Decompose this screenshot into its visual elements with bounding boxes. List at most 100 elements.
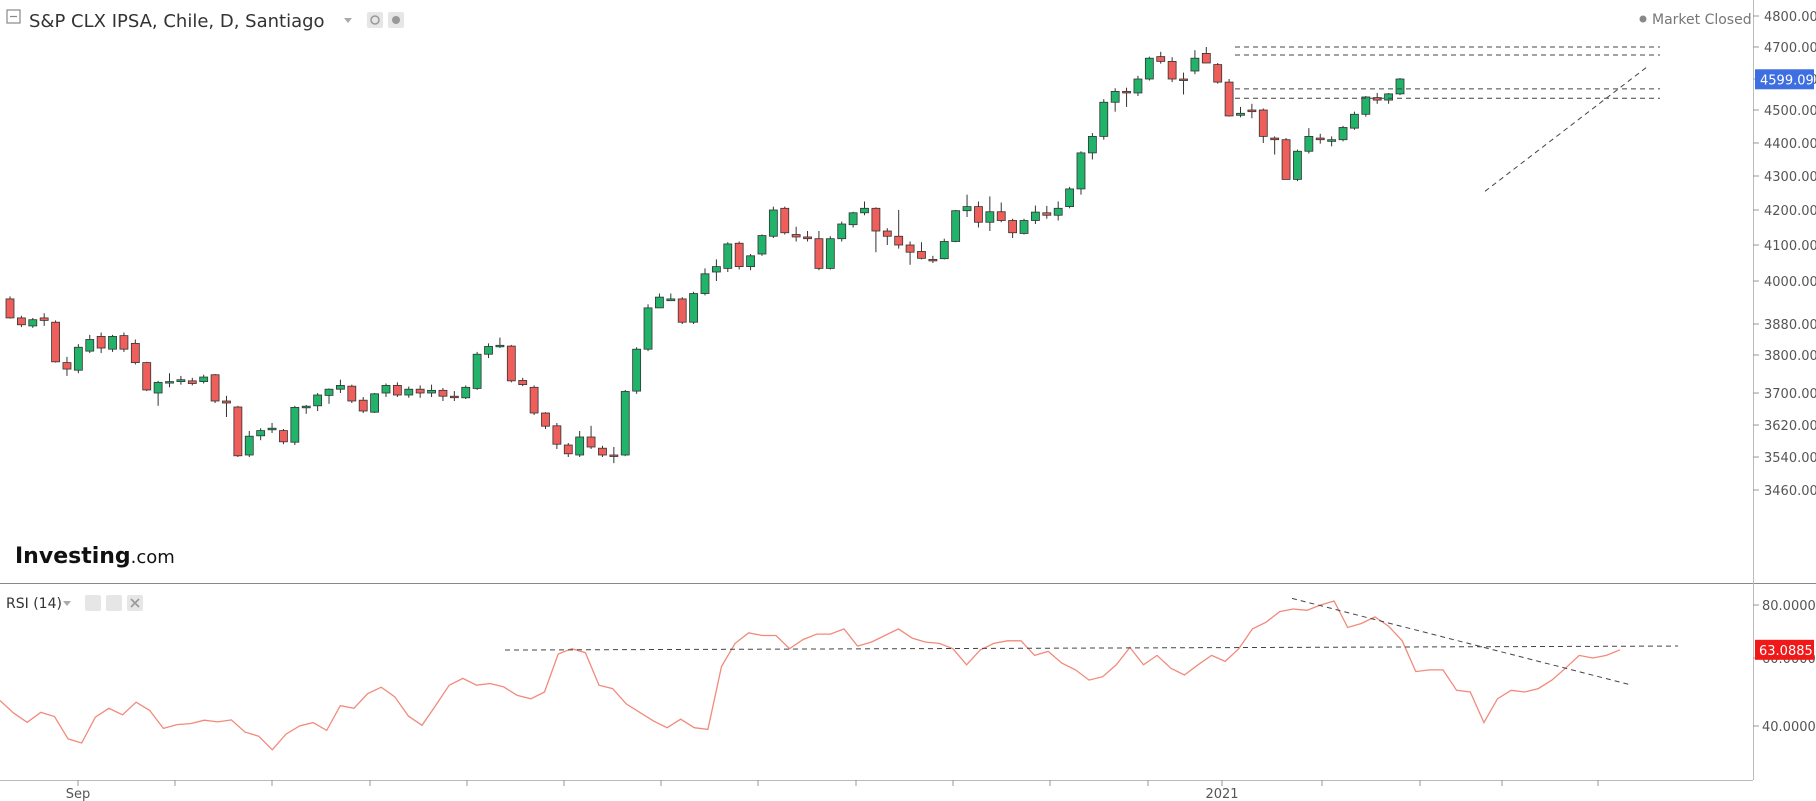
- candle: [837, 221, 847, 242]
- candle-body-up: [301, 405, 311, 409]
- candle-body-up: [643, 307, 653, 350]
- candle: [210, 374, 220, 403]
- candle: [1304, 128, 1314, 154]
- visibility-icon[interactable]: [367, 12, 383, 28]
- rsi-dropdown-icon[interactable]: [63, 601, 71, 606]
- candle-body-down: [233, 406, 243, 457]
- candle: [324, 388, 334, 404]
- candle-body-up: [1065, 188, 1074, 207]
- candle: [51, 320, 60, 363]
- candle: [347, 384, 357, 403]
- candle-body-up: [1076, 152, 1086, 190]
- candle-body-down: [1224, 81, 1234, 117]
- candles-layer: [5, 47, 1405, 464]
- candle-body-up: [1099, 101, 1109, 137]
- candle-body-up: [1190, 57, 1200, 72]
- title-dropdown-icon[interactable]: [344, 18, 352, 23]
- candle: [780, 206, 790, 235]
- rsi-title: RSI (14): [6, 596, 62, 612]
- candle: [985, 196, 995, 231]
- candle: [711, 259, 721, 281]
- candle: [814, 231, 824, 271]
- candle-body-up: [723, 243, 733, 269]
- candle: [1327, 136, 1337, 147]
- candle-body-up: [757, 235, 767, 255]
- candle-body-up: [1236, 112, 1245, 116]
- candle-body-down: [392, 384, 402, 396]
- candle-body-up: [837, 223, 847, 240]
- candle: [381, 383, 391, 397]
- candle: [1110, 88, 1120, 112]
- candle: [609, 447, 619, 464]
- candle-body-down: [871, 207, 881, 232]
- rsi-close-icon-x: [130, 598, 140, 608]
- visibility-icon-ring: [370, 15, 380, 25]
- candle: [689, 291, 699, 324]
- candle-body-up: [165, 381, 174, 384]
- candle: [96, 332, 106, 354]
- candle-body-up: [860, 207, 869, 214]
- candle-body-up: [1133, 78, 1143, 94]
- candle-body-down: [1122, 91, 1131, 94]
- candle: [917, 242, 926, 260]
- candle: [1008, 218, 1018, 238]
- candle-body-down: [358, 399, 368, 412]
- candle-body-down: [529, 386, 539, 414]
- candle-body-down: [518, 380, 528, 386]
- rsi-tick-label: 80.0000: [1762, 599, 1816, 614]
- candle-body-down: [996, 211, 1006, 221]
- candle: [1179, 72, 1188, 95]
- support-trend-line: [1484, 65, 1649, 192]
- candle: [358, 397, 368, 413]
- candle-body-up: [1338, 127, 1348, 141]
- candle: [939, 238, 949, 260]
- investing-logo: Investing.com: [15, 544, 175, 569]
- candle-body-down: [438, 389, 448, 397]
- candle-body-up: [244, 435, 254, 456]
- candle: [461, 385, 471, 399]
- candle-body-down: [882, 230, 892, 237]
- price-tick-label: 4100.00: [1764, 239, 1816, 254]
- price-tick-label: 4400.00: [1764, 137, 1816, 152]
- rsi-visibility-icon[interactable]: [85, 595, 101, 611]
- price-tick-label: 4700.00: [1764, 41, 1816, 56]
- rsi-settings-icon[interactable]: [106, 595, 122, 611]
- candle-body-down: [347, 385, 357, 402]
- candle-body-down: [5, 298, 15, 319]
- price-tick-label: 3460.00: [1764, 484, 1816, 499]
- candle-body-up: [472, 353, 482, 389]
- candle: [962, 194, 972, 217]
- settings-gear-icon-center: [392, 16, 400, 24]
- candle-body-up: [73, 346, 83, 371]
- candle: [1201, 47, 1211, 64]
- candle-body-up: [370, 393, 379, 413]
- candle: [279, 429, 288, 445]
- candle-body-up: [1031, 211, 1040, 221]
- candle-body-down: [677, 298, 687, 323]
- candle-body-down: [1156, 56, 1166, 62]
- candle: [244, 431, 254, 457]
- candle: [142, 361, 152, 392]
- candle: [848, 211, 858, 228]
- candle-body-down: [1270, 137, 1280, 141]
- collapse-icon[interactable]: [6, 9, 21, 24]
- candle-body-up: [700, 273, 710, 294]
- candle: [825, 236, 835, 270]
- candle-body-down: [449, 395, 459, 399]
- price-annotations: 4599.09: [1235, 46, 1814, 192]
- candle-body-up: [620, 391, 630, 456]
- candle: [313, 393, 323, 411]
- candle: [1361, 96, 1371, 117]
- price-tick-label: 3880.00: [1764, 318, 1816, 333]
- price-tick-label: 4500.00: [1764, 104, 1816, 119]
- candle-body-up: [153, 381, 163, 394]
- candle-body-down: [905, 244, 915, 253]
- candle-body-down: [1179, 78, 1188, 81]
- candle: [130, 339, 140, 365]
- candle: [1350, 111, 1359, 130]
- candle: [267, 423, 277, 433]
- candle-body-down: [1372, 97, 1382, 101]
- market-status: Market Closed: [1639, 12, 1752, 28]
- candle: [757, 234, 767, 256]
- candle: [871, 207, 881, 253]
